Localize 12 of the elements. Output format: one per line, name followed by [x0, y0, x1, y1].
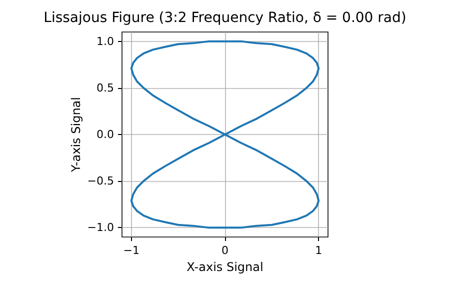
y-axis-title: Y-axis Signal [69, 97, 83, 173]
chart-title: Lissajous Figure (3:2 Frequency Ratio, δ = 0.00 rad) [44, 10, 406, 26]
y-tick-label: 0.5 [96, 81, 114, 94]
x-tick-label: 1 [315, 244, 322, 257]
y-tick-label: 0.0 [96, 128, 114, 141]
y-tick-label: 1.0 [96, 34, 114, 48]
x-tick-label: −1 [123, 244, 140, 257]
y-tick-label: −0.5 [87, 174, 114, 188]
x-tick-label: 0 [222, 244, 228, 257]
line-series [130, 40, 320, 229]
y-tick-label: −1.0 [87, 221, 114, 234]
x-axis-title: X-axis Signal [186, 260, 264, 274]
